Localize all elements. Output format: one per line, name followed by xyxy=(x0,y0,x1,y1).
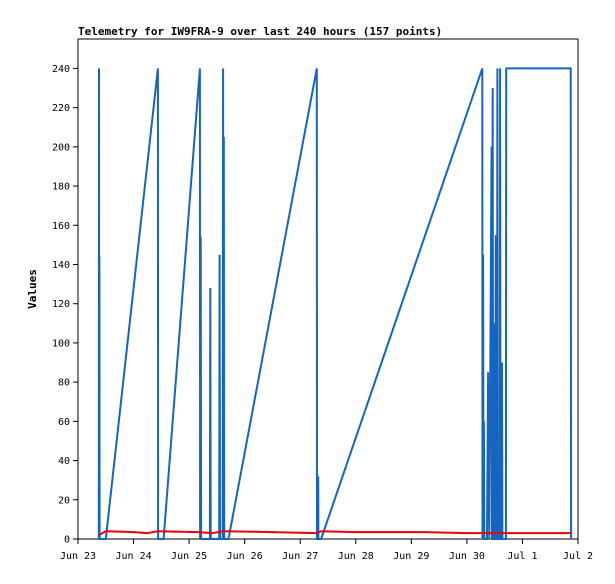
y-tick-label: 20 xyxy=(58,495,70,506)
y-tick-label: 60 xyxy=(58,417,70,428)
y-tick-label: 80 xyxy=(58,378,70,389)
y-tick-label: 100 xyxy=(52,338,70,349)
x-tick-label: Jul 2 xyxy=(563,551,593,562)
x-tick-label: Jun 23 xyxy=(60,551,96,562)
x-tick-label: Jun 30 xyxy=(449,551,485,562)
y-tick-label: 40 xyxy=(58,456,70,467)
x-tick-label: Jul 1 xyxy=(507,551,537,562)
x-tick-label: Jun 27 xyxy=(282,551,318,562)
y-tick-label: 140 xyxy=(52,260,70,271)
y-axis: 0 20 40 60 80 100 120 140 160 180 200 220 240 xyxy=(52,64,78,546)
chart-title: Telemetry for IW9FRA-9 over last 240 hou… xyxy=(78,25,442,38)
series-line-2 xyxy=(98,530,572,536)
x-tick-label: Jun 24 xyxy=(115,551,151,562)
x-tick-label: Jun 25 xyxy=(171,551,207,562)
y-tick-label: 220 xyxy=(52,103,70,114)
x-tick-label: Jun 26 xyxy=(227,551,263,562)
y-tick-label: 0 xyxy=(64,535,70,546)
x-tick-label: Jun 28 xyxy=(338,551,374,562)
y-tick-label: 160 xyxy=(52,221,70,232)
y-tick-label: 200 xyxy=(52,142,70,153)
series-layer xyxy=(97,67,573,540)
y-tick-label: 120 xyxy=(52,299,70,310)
x-tick-label: Jun 29 xyxy=(393,551,429,562)
y-tick-label: 180 xyxy=(52,182,70,193)
y-tick-label: 240 xyxy=(52,64,70,75)
series-line-1 xyxy=(97,67,573,540)
y-axis-title: Values xyxy=(26,269,39,309)
x-axis: Jun 23 Jun 24 Jun 25 Jun 26 Jun 27 Jun 28 Jun … xyxy=(60,539,593,562)
